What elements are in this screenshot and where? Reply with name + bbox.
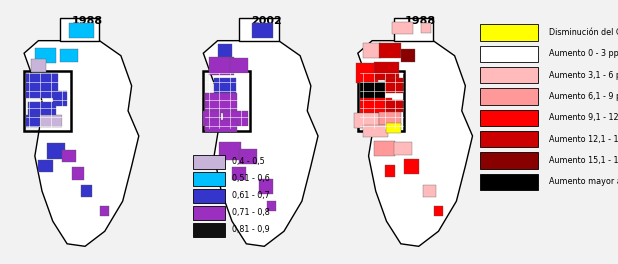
- Bar: [360, 82, 384, 100]
- Bar: [231, 58, 248, 73]
- Bar: [379, 112, 401, 125]
- Bar: [26, 73, 58, 98]
- Bar: [252, 23, 273, 38]
- Bar: [404, 158, 419, 174]
- Polygon shape: [358, 41, 473, 246]
- Bar: [193, 206, 225, 220]
- Polygon shape: [394, 18, 433, 41]
- Bar: [386, 123, 401, 134]
- Bar: [480, 110, 538, 126]
- Bar: [193, 155, 225, 168]
- Bar: [28, 102, 56, 120]
- Bar: [360, 98, 392, 114]
- Bar: [232, 167, 247, 180]
- Bar: [219, 142, 241, 160]
- Text: Aumento 0 - 3 pp.: Aumento 0 - 3 pp.: [549, 49, 618, 58]
- Bar: [26, 115, 40, 127]
- Bar: [193, 172, 225, 186]
- Bar: [218, 44, 232, 57]
- Text: Disminución del Gini: Disminución del Gini: [549, 28, 618, 37]
- Bar: [480, 67, 538, 83]
- Bar: [72, 167, 84, 180]
- Text: 0,51 - 0,6: 0,51 - 0,6: [232, 174, 269, 183]
- Bar: [480, 174, 538, 190]
- Bar: [420, 23, 431, 33]
- Bar: [62, 150, 76, 162]
- Bar: [363, 125, 388, 137]
- Bar: [374, 62, 399, 79]
- Bar: [223, 111, 248, 126]
- Bar: [214, 78, 235, 93]
- Bar: [32, 59, 46, 72]
- Bar: [100, 206, 109, 216]
- Bar: [392, 22, 413, 34]
- Bar: [69, 23, 94, 38]
- Bar: [480, 88, 538, 105]
- Bar: [193, 223, 225, 237]
- Text: Aumento 3,1 - 6 pp.: Aumento 3,1 - 6 pp.: [549, 71, 618, 80]
- Bar: [363, 43, 381, 58]
- Bar: [480, 152, 538, 168]
- Bar: [379, 43, 401, 58]
- Text: 0,71 - 0,8: 0,71 - 0,8: [232, 208, 269, 217]
- Bar: [193, 189, 225, 203]
- Text: 0,4 - 0,5: 0,4 - 0,5: [232, 157, 265, 166]
- Bar: [354, 114, 379, 129]
- Bar: [239, 148, 257, 163]
- Polygon shape: [203, 41, 318, 246]
- Bar: [480, 46, 538, 62]
- Bar: [48, 143, 66, 158]
- Polygon shape: [239, 18, 279, 41]
- Bar: [60, 49, 78, 62]
- Text: Aumento 9,1 - 12 pp.: Aumento 9,1 - 12 pp.: [549, 113, 618, 122]
- Bar: [205, 120, 237, 132]
- Bar: [480, 131, 538, 147]
- Bar: [423, 185, 436, 197]
- Bar: [53, 91, 67, 106]
- Text: Aumento 15,1 - 18 pp.: Aumento 15,1 - 18 pp.: [549, 156, 618, 165]
- Bar: [401, 49, 415, 62]
- Bar: [480, 24, 538, 41]
- Text: 0,61 - 0,7: 0,61 - 0,7: [232, 191, 269, 200]
- Bar: [259, 178, 273, 194]
- Bar: [205, 93, 237, 114]
- Bar: [384, 165, 396, 177]
- Bar: [38, 160, 53, 172]
- Bar: [384, 100, 403, 112]
- Bar: [394, 142, 412, 155]
- Bar: [374, 141, 396, 156]
- Bar: [40, 115, 62, 127]
- Text: 1988: 1988: [405, 16, 436, 26]
- Bar: [209, 57, 234, 74]
- Polygon shape: [24, 41, 139, 246]
- Bar: [35, 48, 56, 63]
- Bar: [203, 111, 221, 126]
- Bar: [267, 201, 276, 211]
- Text: 2002: 2002: [251, 16, 281, 26]
- Bar: [356, 63, 378, 83]
- Text: Aumento 6,1 - 9 pp.: Aumento 6,1 - 9 pp.: [549, 92, 618, 101]
- Polygon shape: [60, 18, 99, 41]
- Text: Aumento 12,1 - 15 pp.: Aumento 12,1 - 15 pp.: [549, 135, 618, 144]
- Text: 0,81 - 0,9: 0,81 - 0,9: [232, 225, 269, 234]
- Bar: [384, 78, 403, 93]
- Bar: [434, 206, 443, 216]
- Text: 1988: 1988: [71, 16, 103, 26]
- Text: Aumento mayor a 18 pp.: Aumento mayor a 18 pp.: [549, 177, 618, 186]
- Bar: [82, 185, 92, 197]
